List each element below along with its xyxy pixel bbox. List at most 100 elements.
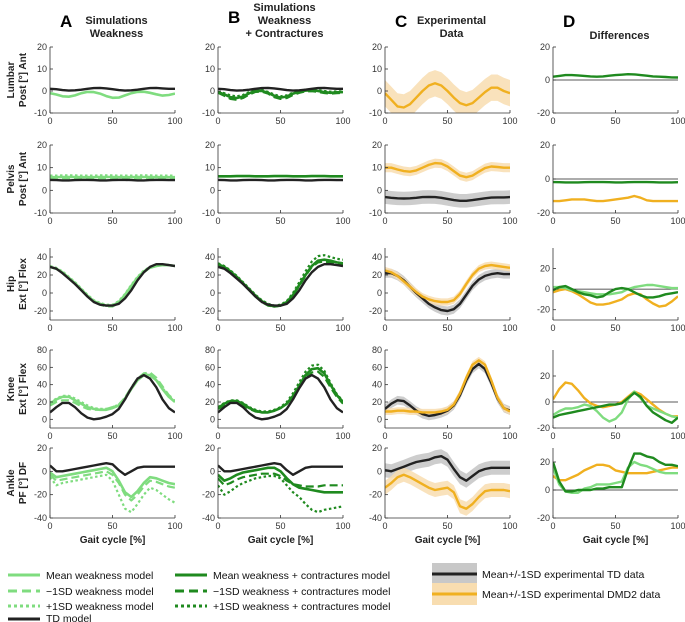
y-tick-label: -10 — [202, 108, 215, 118]
row-label-name: Ankle — [6, 469, 17, 497]
x-tick-label: 50 — [107, 116, 117, 126]
y-tick-label: 10 — [37, 64, 47, 74]
x-tick-label: 0 — [550, 431, 555, 441]
panel-letter-d: D — [563, 12, 575, 31]
x-tick-label: 100 — [670, 116, 685, 126]
series-td-model — [50, 462, 175, 476]
panel-plot-area — [553, 452, 678, 494]
x-tick-label: 0 — [550, 216, 555, 226]
y-tick-label: -20 — [537, 305, 550, 315]
series-con-mean — [218, 89, 343, 100]
x-tick-label: 0 — [550, 116, 555, 126]
panel-plot-area — [50, 86, 175, 100]
x-tick-label: 0 — [47, 431, 52, 441]
series-con-p1 — [218, 474, 343, 514]
x-tick-label: 50 — [442, 323, 452, 333]
y-tick-label: -10 — [369, 208, 382, 218]
panel-letter-c: C — [395, 12, 407, 31]
y-tick-label: -20 — [369, 490, 382, 500]
y-tick-label: 20 — [37, 397, 47, 407]
y-tick-label: -20 — [537, 513, 550, 523]
x-tick-label: 0 — [215, 323, 220, 333]
y-tick-label: 20 — [372, 397, 382, 407]
row-label-unit: Post [°] Ant — [18, 151, 29, 206]
x-tick-label: 0 — [382, 216, 387, 226]
x-tick-label: 50 — [442, 431, 452, 441]
x-tick-label: 0 — [382, 521, 387, 531]
y-tick-label: -40 — [369, 513, 382, 523]
panel-letter-b: B — [228, 8, 240, 27]
x-tick-label: 50 — [610, 216, 620, 226]
column-title-line: + Contractures — [246, 28, 324, 40]
row-label-lumbar: Lumbar Post [°] Ant — [6, 52, 29, 107]
series-con-p1 — [218, 363, 343, 413]
y-tick-label: -20 — [537, 423, 550, 433]
column-title-line: Differences — [590, 30, 650, 42]
y-tick-label: -10 — [369, 108, 382, 118]
panel-plot-area — [50, 174, 175, 182]
panel-c-knee: 0 20 40 60 80 0 50 100 — [372, 345, 518, 441]
x-tick-label: 100 — [502, 323, 517, 333]
band-dmd-data — [385, 158, 510, 182]
x-tick-label: 100 — [335, 521, 350, 531]
series-td-model — [50, 263, 175, 307]
series-td-model — [50, 373, 175, 421]
y-tick-label: -10 — [202, 208, 215, 218]
x-axis-label: Gait cycle [%] — [415, 535, 481, 546]
row-label-name: Pelvis — [6, 164, 17, 193]
column-title-line: Data — [440, 28, 465, 40]
x-tick-label: 50 — [107, 216, 117, 226]
panel-plot-area — [218, 86, 343, 101]
y-tick-label: 0 — [210, 288, 215, 298]
row-label-name: Lumbar — [6, 62, 17, 99]
series-con-mean — [218, 466, 343, 494]
y-tick-label: 60 — [205, 362, 215, 372]
series-td-model — [218, 373, 343, 421]
y-tick-label: 20 — [540, 264, 550, 274]
panel-plot-area — [385, 70, 510, 113]
panel-plot-area — [50, 462, 175, 514]
series-td-model — [50, 86, 175, 92]
series-diff-con — [553, 73, 678, 79]
y-tick-label: 80 — [372, 345, 382, 355]
x-tick-label: 0 — [215, 521, 220, 531]
column-title-line: Weakness — [258, 15, 312, 27]
row-label-ankle: Ankle PF [°] DF — [6, 462, 29, 504]
y-tick-label: 0 — [377, 466, 382, 476]
x-tick-label: 0 — [47, 323, 52, 333]
panel-c-ankle: -40 -20 0 20 0 50 100 Gait cycle [%] — [369, 443, 518, 546]
x-axis-label: Gait cycle [%] — [80, 535, 146, 546]
legend-label-con-p1: +1SD weakness + contractures model — [213, 601, 390, 613]
series-weak-m1 — [50, 264, 175, 308]
y-tick-label: 0 — [545, 397, 550, 407]
series-diff-con — [553, 391, 678, 424]
panel-plot-area — [218, 254, 343, 308]
y-tick-label: 0 — [377, 185, 382, 195]
series-con-p1 — [218, 254, 343, 307]
y-tick-label: -20 — [537, 108, 550, 118]
x-tick-label: 0 — [550, 323, 555, 333]
legend-label-td-data: Mean+/-1SD experimental TD data — [482, 569, 645, 581]
y-tick-label: -20 — [537, 208, 550, 218]
series-dmd-data — [385, 161, 510, 179]
y-tick-label: -20 — [34, 490, 47, 500]
series-con-m1 — [218, 260, 343, 308]
series-diff-con — [553, 284, 678, 299]
y-tick-label: 20 — [37, 443, 47, 453]
x-tick-label: 100 — [502, 431, 517, 441]
x-tick-label: 0 — [47, 216, 52, 226]
row-label-name: Hip — [6, 276, 17, 292]
column-title-line: Experimental — [417, 15, 486, 27]
y-tick-label: 0 — [377, 288, 382, 298]
x-tick-label: 0 — [215, 431, 220, 441]
legend-label-td-model: TD model — [46, 613, 92, 622]
band-dmd-data — [385, 261, 510, 306]
y-tick-label: 10 — [205, 64, 215, 74]
y-tick-label: 20 — [205, 443, 215, 453]
x-tick-label: 100 — [335, 116, 350, 126]
